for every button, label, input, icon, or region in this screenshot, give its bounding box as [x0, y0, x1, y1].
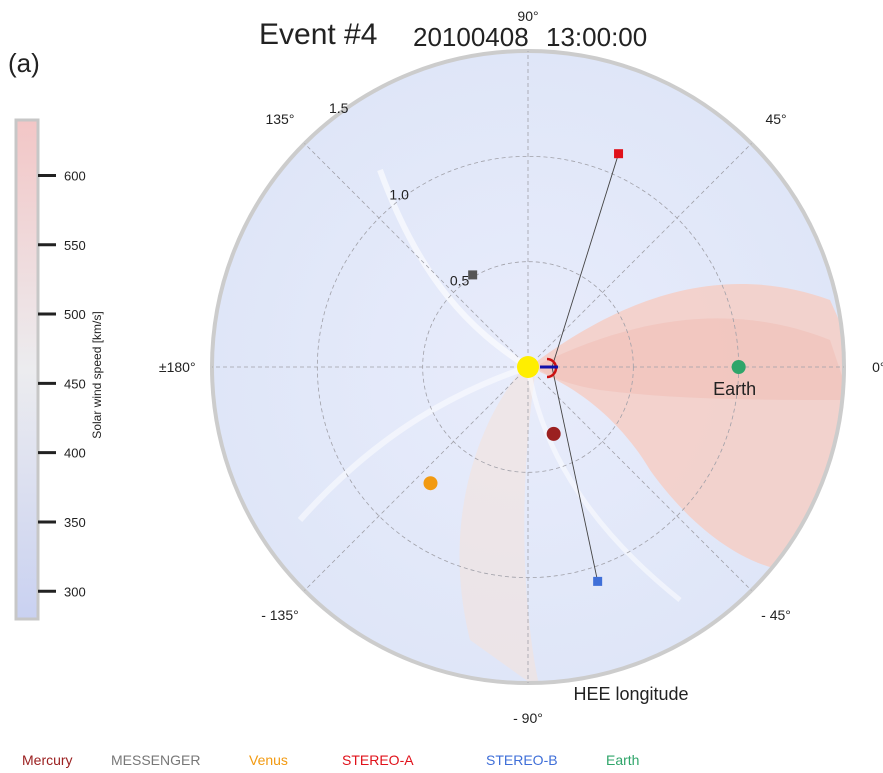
colorbar: 300 350 400 450 500 550 600 Solar wind speed […	[14, 118, 104, 621]
colorbar-tick-label: 400	[64, 446, 86, 461]
legend-item: STEREO-B	[486, 752, 558, 768]
venus-marker	[423, 476, 438, 491]
spacecraft-links	[551, 153, 619, 582]
wind-streams	[297, 168, 844, 683]
colorbar-tick-label: 450	[64, 376, 86, 391]
messenger-marker	[468, 270, 478, 280]
angle-tick-label: ±180°	[159, 359, 196, 375]
spiral-arm	[377, 168, 530, 370]
colorbar-tick-label: 350	[64, 515, 86, 530]
mercury-marker	[546, 426, 561, 441]
legend-item: MESSENGER	[111, 752, 201, 768]
body-markers	[423, 149, 746, 586]
angle-tick-label: 135°	[265, 111, 294, 127]
legend-item: Mercury	[22, 752, 73, 768]
stereo-a-link	[551, 153, 619, 368]
colorbar-tick-label: 300	[64, 584, 86, 599]
angular-grid-line	[304, 143, 529, 368]
legend-item: Venus	[249, 752, 288, 768]
radial-tick-label: 1.0	[389, 186, 409, 202]
fast-wind-stream-core	[540, 318, 844, 400]
earth-label: Earth	[713, 379, 756, 399]
angle-tick-label: 90°	[517, 8, 538, 24]
colorbar-tick-label: 550	[64, 238, 86, 253]
radial-tick-label: 1.5	[329, 100, 349, 116]
colorbar-label: Solar wind speed [km/s]	[90, 311, 104, 438]
polar-grid	[212, 51, 844, 683]
radial-tick-labels: 0.5 1.0 1.5	[329, 100, 470, 289]
colorbar-tick-label: 500	[64, 307, 86, 322]
radial-tick-label: 0.5	[450, 273, 470, 289]
sun-marker	[517, 356, 539, 378]
stereo-b-link	[551, 366, 599, 582]
colorbar-ticks: 300 350 400 450 500 550 600	[38, 168, 86, 599]
angle-tick-label: 45°	[765, 111, 786, 127]
spiral-arm	[525, 366, 682, 602]
stereo-b-marker	[593, 576, 603, 586]
angle-tick-label: - 135°	[261, 607, 299, 623]
legend-item: STEREO-A	[342, 752, 414, 768]
sun-group	[517, 356, 558, 379]
legend-item: Earth	[606, 752, 640, 768]
event-time: 13:00:00	[546, 22, 648, 52]
panel-label: (a)	[8, 48, 40, 78]
slow-wind-stream	[459, 372, 540, 683]
angle-tick-label: 0°	[872, 359, 883, 375]
event-date: 20100408	[413, 22, 529, 52]
angle-tick-labels: 0° 45° 90° 135° ±180° - 135° - 90° - 45°	[159, 8, 883, 726]
colorbar-tick-label: 600	[64, 168, 86, 183]
event-title: Event #4	[259, 18, 378, 51]
angle-tick-label: - 90°	[513, 710, 543, 726]
x-axis-label: HEE longitude	[573, 684, 688, 704]
colorbar-gradient	[14, 118, 40, 621]
spiral-arm	[297, 364, 529, 522]
angular-grid-line	[304, 366, 529, 591]
angle-tick-label: - 45°	[761, 607, 791, 623]
body-labels: Earth	[713, 379, 756, 399]
angular-grid-line	[527, 366, 752, 591]
stereo-a-marker	[614, 149, 624, 159]
earth-marker	[731, 360, 746, 374]
angular-grid-line	[527, 143, 752, 368]
